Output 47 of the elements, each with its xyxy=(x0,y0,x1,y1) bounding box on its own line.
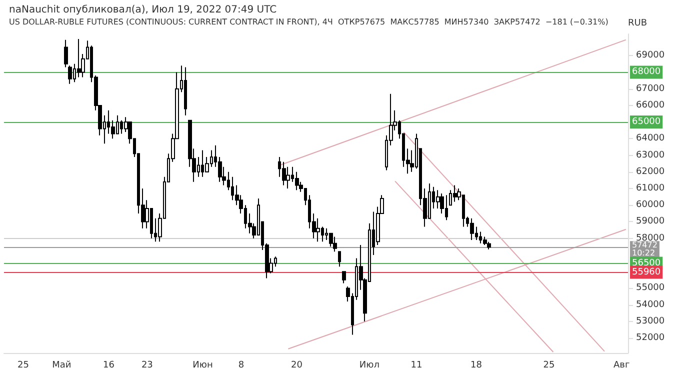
y-axis-title: RUB xyxy=(628,18,648,28)
x-tick-label: 23 xyxy=(141,360,153,370)
ref-line-label: 56500 xyxy=(632,258,661,268)
ref-line-label: 55960 xyxy=(632,267,661,278)
y-tick-label: 69000 xyxy=(636,50,665,61)
ref-line-label: 65000 xyxy=(632,117,661,128)
chart-title: naNauchit опубликовал(а), Июл 19, 2022 07:49 UTC xyxy=(9,4,277,16)
candlestick xyxy=(333,236,337,252)
y-tick-label: 66000 xyxy=(636,100,665,110)
candlestick xyxy=(453,184,457,202)
x-tick-label: 8 xyxy=(238,360,244,370)
candlestick xyxy=(282,161,286,186)
y-tick-label: 55000 xyxy=(636,283,665,294)
y-tick-label: 61000 xyxy=(636,184,665,194)
y-tick-label: 64000 xyxy=(636,134,665,144)
candlestick xyxy=(77,38,81,78)
x-tick-label: 18 xyxy=(470,360,482,370)
candlestick xyxy=(329,232,333,248)
x-tick-label: Июн xyxy=(192,360,213,370)
y-tick-label: 54000 xyxy=(636,300,665,310)
candlestick xyxy=(342,271,346,284)
y-tick-label: 63000 xyxy=(636,150,665,160)
candlestick xyxy=(286,166,290,190)
candlestick xyxy=(470,218,474,241)
x-tick-label: Июл xyxy=(359,360,380,370)
chart-subtitle: US DOLLAR-RUBLE FUTURES (CONTINUOUS: CURRENT CONTRACT IN FRONT), 4Ч ОТКР57675 МАКС57785 МИН57340 ЗАКР57472 −181 (−0.31%) xyxy=(9,18,608,26)
ref-line-label: 68000 xyxy=(632,67,661,78)
x-tick-label: 25 xyxy=(18,360,29,370)
x-tick-label: 16 xyxy=(102,360,115,370)
y-tick-label: 60000 xyxy=(636,200,665,210)
y-tick-label: 53000 xyxy=(636,316,665,326)
x-tick-label: 11 xyxy=(410,360,422,370)
candlestick xyxy=(316,218,320,242)
y-tick-label: 67000 xyxy=(636,84,665,94)
candlestick xyxy=(64,39,68,68)
y-tick-label: 52000 xyxy=(636,333,665,344)
y-tick-label: 59000 xyxy=(636,216,665,227)
x-tick-label: Май xyxy=(52,360,72,370)
candlestick xyxy=(295,171,299,191)
x-tick-label: 20 xyxy=(291,360,303,370)
x-tick-label: 25 xyxy=(543,360,555,370)
candlestick xyxy=(68,65,72,84)
candlestick xyxy=(338,251,341,268)
y-tick-label: 62000 xyxy=(636,166,665,177)
ref-line-label: 57472 10:22 xyxy=(632,240,658,258)
candlestick xyxy=(184,66,187,116)
x-tick-label: Авг xyxy=(613,360,630,370)
